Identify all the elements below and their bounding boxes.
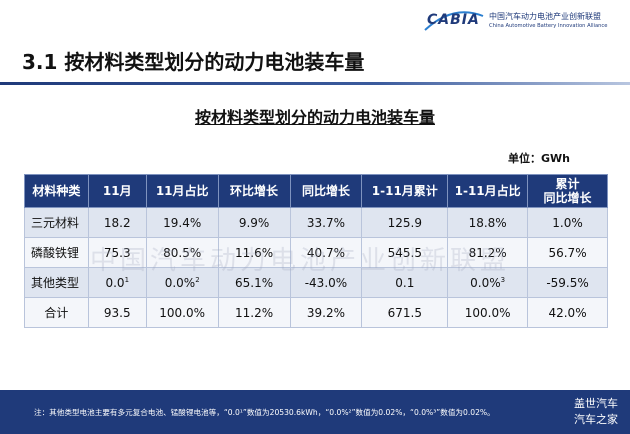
cell-yoy: 40.7%: [289, 237, 363, 268]
col-header-nov-share: 11月占比: [145, 174, 219, 208]
brand-line-2: 汽车之家: [574, 413, 618, 426]
cell-cumulative-yoy: 42.0%: [527, 297, 608, 328]
battery-installation-table: 材料种类 11月 11月占比 环比增长 同比增长 1-11月累计 1-11月占比…: [24, 174, 608, 328]
cell-cumulative: 0.1: [361, 267, 449, 298]
cell-material: 磷酸铁锂: [24, 237, 89, 268]
cell-yoy: 33.7%: [289, 207, 363, 238]
cell-cumulative-share: 18.8%: [447, 207, 529, 238]
footnote: 注：其他类型电池主要有多元复合电池、锰酸锂电池等，“0.0¹”数值为20530.…: [34, 408, 495, 417]
cell-material: 三元材料: [24, 207, 89, 238]
col-header-mom: 环比增长: [217, 174, 291, 208]
cell-mom: 11.2%: [217, 297, 291, 328]
footer-bar: 注：其他类型电池主要有多元复合电池、锰酸锂电池等，“0.0¹”数值为20530.…: [0, 390, 630, 434]
cell-nov: 93.5: [87, 297, 147, 328]
section-title: 3.1 按材料类型划分的动力电池装车量: [22, 50, 365, 74]
table-row: 其他类型 0.01 0.0%2 65.1% -43.0% 0.1 0.0%3 -…: [24, 267, 608, 298]
cell-cumulative-yoy: 56.7%: [527, 237, 608, 268]
unit-label: 单位：GWh: [508, 152, 570, 165]
cell-cumulative-yoy: -59.5%: [527, 267, 608, 298]
cell-nov-share-value: 0.0%: [164, 275, 196, 290]
cell-cumulative: 671.5: [361, 297, 449, 328]
col-header-cumulative-share: 1-11月占比: [447, 174, 529, 208]
cell-cumulative-share-value: 0.0%: [470, 275, 501, 290]
cell-cumulative-yoy: 1.0%: [527, 207, 608, 238]
cell-nov-share: 80.5%: [145, 237, 219, 268]
cell-cumulative: 125.9: [361, 207, 449, 238]
cell-yoy: 39.2%: [289, 297, 363, 328]
table-row: 磷酸铁锂 75.3 80.5% 11.6% 40.7% 545.5 81.2% …: [24, 237, 608, 268]
col-header-cumulative: 1-11月累计: [361, 174, 449, 208]
footnote-marker: 3: [500, 275, 506, 284]
cell-nov: 75.3: [87, 237, 147, 268]
table-row: 合计 93.5 100.0% 11.2% 39.2% 671.5 100.0% …: [24, 297, 608, 328]
cell-nov-share: 0.0%2: [145, 267, 219, 298]
col-header-yoy: 同比增长: [289, 174, 363, 208]
brand-line-1: 盖世汽车: [574, 397, 618, 410]
cell-cumulative-share: 100.0%: [447, 297, 529, 328]
table-row: 三元材料 18.2 19.4% 9.9% 33.7% 125.9 18.8% 1…: [24, 207, 608, 238]
logo-name-en: China Automotive Battery Innovation Alli…: [489, 23, 608, 29]
cell-yoy: -43.0%: [289, 267, 363, 298]
cell-nov: 0.01: [87, 267, 147, 298]
cell-nov: 18.2: [87, 207, 147, 238]
cell-nov-share: 100.0%: [145, 297, 219, 328]
cell-mom: 65.1%: [217, 267, 291, 298]
col-header-material: 材料种类: [24, 174, 89, 208]
footnote-marker: 2: [195, 275, 200, 284]
cell-cumulative-share: 0.0%3: [447, 267, 529, 298]
col-header-nov: 11月: [87, 174, 147, 208]
source-brand: 盖世汽车 汽车之家: [568, 396, 624, 428]
footnote-marker: 1: [124, 275, 130, 284]
col-header-cumulative-yoy: 累计 同比增长: [527, 174, 608, 208]
cabia-logo-icon: [424, 11, 484, 31]
cell-mom: 11.6%: [217, 237, 291, 268]
logo-mark-text: CABIA: [427, 12, 480, 28]
cell-material: 其他类型: [24, 267, 89, 298]
cell-nov-value: 0.0: [105, 275, 125, 290]
cabia-logo: CABIA 中国汽车动力电池产业创新联盟 China Automotive Ba…: [423, 8, 618, 34]
logo-name-cn: 中国汽车动力电池产业创新联盟: [489, 12, 601, 21]
cell-mom: 9.9%: [217, 207, 291, 238]
title-divider: [0, 82, 630, 85]
cell-material: 合计: [24, 297, 89, 328]
cell-cumulative-share: 81.2%: [447, 237, 529, 268]
cell-nov-share: 19.4%: [145, 207, 219, 238]
cell-cumulative: 545.5: [361, 237, 449, 268]
table-header-row: 材料种类 11月 11月占比 环比增长 同比增长 1-11月累计 1-11月占比…: [24, 174, 608, 208]
table-title: 按材料类型划分的动力电池装车量: [194, 108, 435, 127]
